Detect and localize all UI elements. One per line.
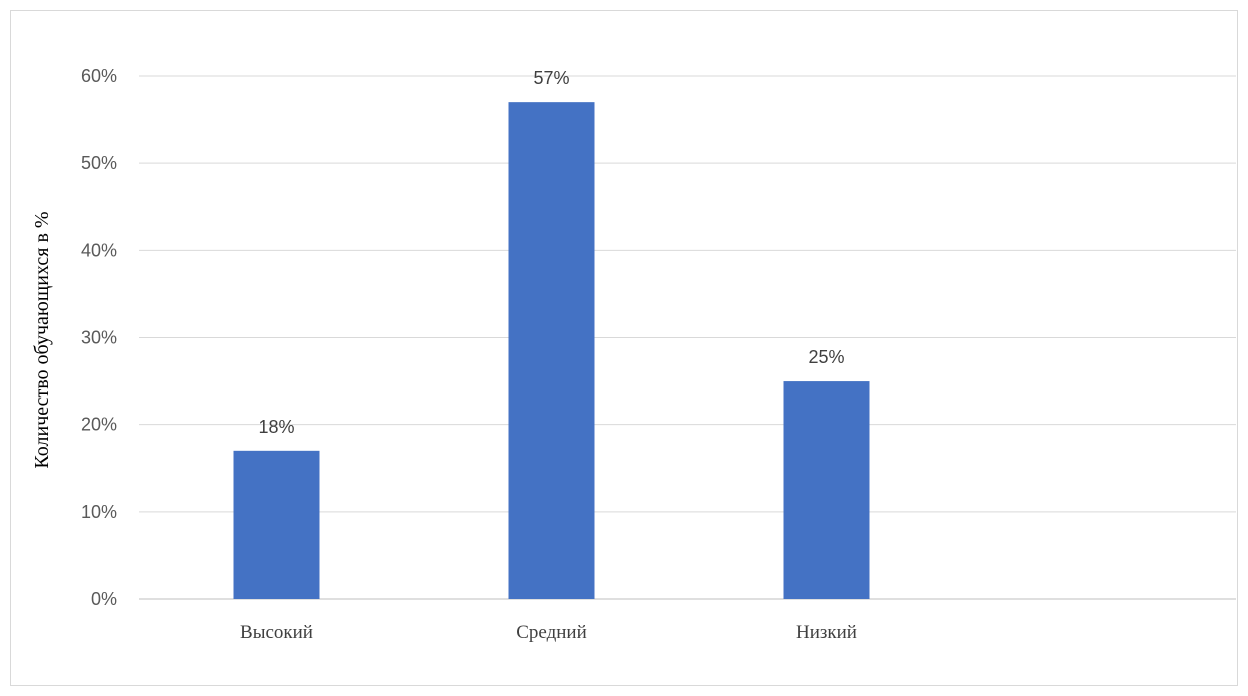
y-tick-label: 20%	[81, 415, 117, 435]
y-tick-label: 50%	[81, 153, 117, 173]
category-label: Высокий	[240, 622, 313, 643]
gridlines	[139, 75, 1236, 600]
data-labels: 18% 57% 25%	[258, 68, 844, 437]
y-tick-label: 60%	[81, 66, 117, 86]
y-tick-labels: 0% 10% 20% 30% 40% 50% 60%	[81, 66, 117, 609]
bar	[508, 102, 595, 600]
y-tick-label: 30%	[81, 328, 117, 348]
y-axis-title: Количество обучающихся в %	[31, 211, 53, 468]
chart-frame	[10, 10, 1238, 686]
data-label: 25%	[808, 347, 844, 367]
data-label: 18%	[258, 417, 294, 437]
data-label: 57%	[533, 68, 569, 88]
bar	[233, 450, 320, 599]
category-label: Низкий	[796, 622, 857, 643]
bars	[233, 102, 870, 600]
y-tick-label: 40%	[81, 240, 117, 260]
bar	[783, 381, 870, 599]
y-tick-label: 0%	[91, 589, 117, 609]
category-labels: Высокий Средний Низкий	[240, 622, 857, 643]
y-tick-label: 10%	[81, 502, 117, 522]
category-label: Средний	[516, 622, 587, 643]
